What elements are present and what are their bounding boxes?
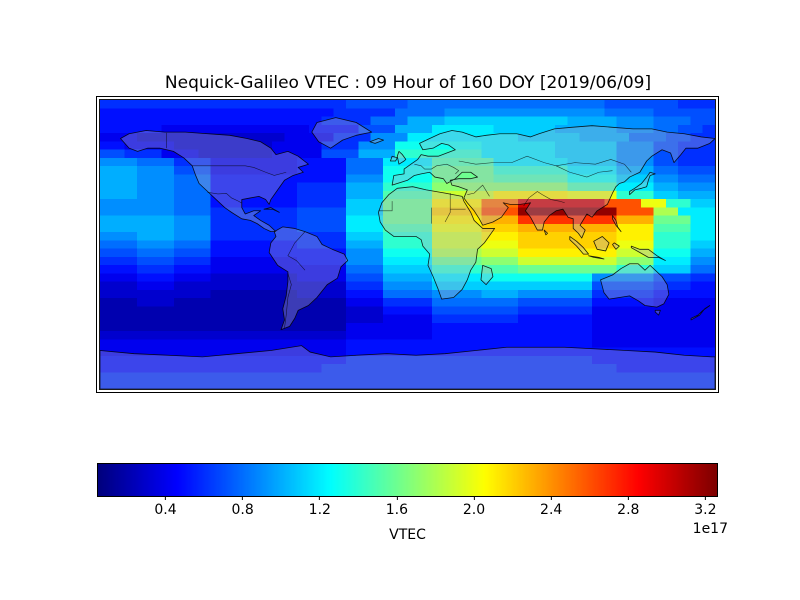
- landmass-outline: [601, 264, 669, 307]
- colorbar-axis-label: VTEC: [389, 527, 426, 543]
- country-border-line: [459, 156, 632, 172]
- colorbar-tick-label: 0.4: [154, 502, 177, 518]
- country-border-line: [288, 232, 305, 271]
- landmass-outline: [390, 156, 397, 161]
- colorbar-tick: 2.8: [617, 496, 639, 518]
- landmass-outline: [594, 236, 609, 250]
- map-axes: [99, 99, 716, 390]
- landmass-outline: [655, 310, 660, 315]
- country-border-line: [556, 166, 612, 177]
- colorbar-tick-mark: [473, 496, 475, 500]
- country-border-line: [445, 193, 450, 222]
- landmass-outline: [378, 187, 494, 299]
- landmass-outline: [589, 256, 604, 259]
- country-border-line: [414, 164, 458, 174]
- colorbar-tick-mark: [704, 496, 706, 500]
- colorbar-tick-label: 2.0: [462, 502, 486, 518]
- colorbar-tick-mark: [164, 496, 166, 500]
- colorbar-gradient: [98, 464, 717, 496]
- colorbar-tick: 1.2: [309, 496, 331, 518]
- country-border-line: [467, 185, 489, 196]
- landmass-outline: [264, 208, 279, 213]
- landmass-outline: [392, 126, 715, 238]
- landmass-outline: [630, 172, 656, 194]
- colorbar-tick: 2.4: [540, 496, 562, 518]
- colorbar-tick-label: 0.8: [231, 502, 254, 518]
- country-border-line: [192, 166, 286, 176]
- landmass-outline: [370, 139, 384, 144]
- colorbar-ticks: 0.4 0.8 1.2 1.6 2.0 2.4 2.8 3.2: [98, 496, 717, 522]
- colorbar-tick-mark: [627, 496, 629, 500]
- colorbar-tick-mark: [396, 496, 398, 500]
- antarctica-landmass: [100, 346, 715, 389]
- landmass-outline: [544, 230, 547, 235]
- landmass-outline: [397, 151, 406, 164]
- colorbar-tick: 3.2: [694, 496, 717, 518]
- world-coastlines: [100, 100, 715, 389]
- colorbar-tick-mark: [242, 496, 244, 500]
- landmass-outline: [121, 131, 309, 232]
- country-border-line: [285, 273, 292, 328]
- country-border-line: [208, 192, 242, 203]
- colorbar-tick-mark: [319, 496, 321, 500]
- country-border-line: [378, 201, 392, 211]
- landmass-outline: [481, 265, 493, 284]
- country-border-line: [524, 192, 565, 206]
- landmass-outline: [613, 216, 622, 232]
- landmass-outline: [613, 243, 620, 249]
- landmass-outline: [312, 118, 372, 149]
- colorbar-tick: 1.6: [386, 496, 408, 518]
- plot-title: Nequick-Galileo VTEC : 09 Hour of 160 DO…: [164, 73, 652, 93]
- colorbar-offset-text: 1e17: [692, 521, 728, 537]
- landmass-outline: [631, 246, 665, 260]
- colorbar-tick-label: 2.8: [617, 502, 640, 518]
- colorbar-frame: [97, 463, 718, 497]
- colorbar-tick: 2.0: [463, 496, 485, 518]
- colorbar-tick-label: 1.6: [385, 502, 409, 518]
- landmass-outline: [269, 227, 348, 330]
- map-frame: [96, 96, 719, 393]
- colorbar-tick-mark: [550, 496, 552, 500]
- colorbar-tick: 0.4: [154, 496, 177, 518]
- colorbar-tick-label: 2.4: [540, 502, 563, 518]
- landmass-outline: [570, 236, 589, 254]
- landmass-outline: [691, 306, 710, 320]
- colorbar-tick-label: 3.2: [694, 502, 717, 518]
- colorbar-tick: 0.8: [231, 496, 254, 518]
- colorbar-tick-label: 1.2: [308, 502, 331, 518]
